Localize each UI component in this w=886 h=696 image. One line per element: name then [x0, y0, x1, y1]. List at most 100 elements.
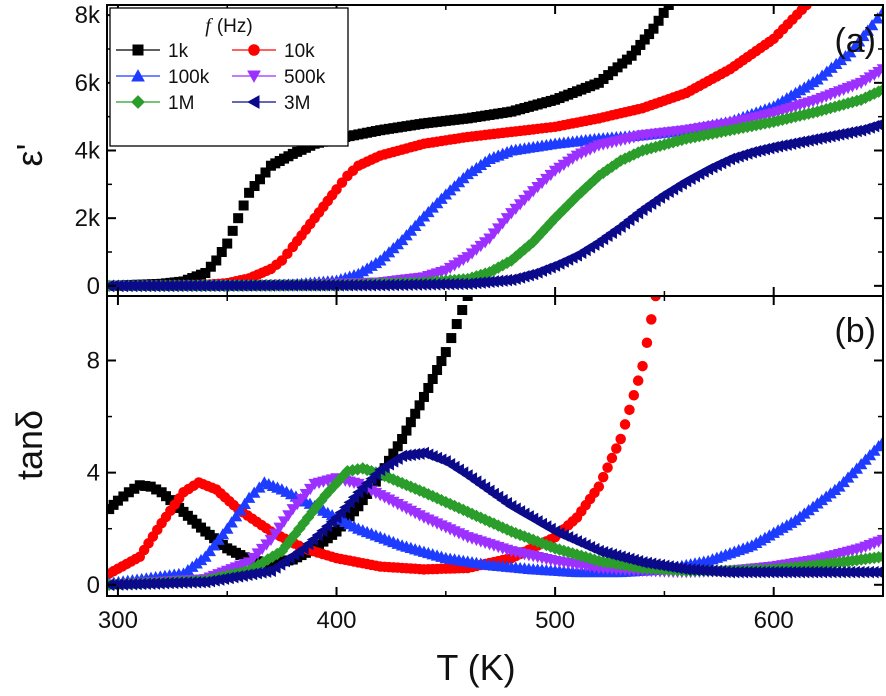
- data-point: [876, 568, 883, 576]
- data-point: [208, 574, 220, 587]
- data-point: [457, 305, 468, 316]
- data-point: [222, 571, 234, 585]
- data-point: [255, 566, 267, 579]
- data-point: [793, 135, 805, 149]
- legend-title-unit: (Hz): [217, 16, 253, 37]
- data-point: [865, 19, 879, 31]
- y-tick-label: 6k: [75, 70, 101, 97]
- data-point: [446, 333, 457, 344]
- data-point: [611, 443, 622, 454]
- panel-b-ylabel: tanδ: [9, 410, 50, 480]
- data-point: [876, 119, 883, 127]
- data-point: [675, 562, 687, 575]
- data-point: [249, 181, 260, 192]
- data-point: [811, 132, 823, 145]
- series-10k: [107, 5, 812, 292]
- legend-entry: 100k: [116, 67, 210, 88]
- data-point: [876, 550, 883, 563]
- y-tick-label: 0: [87, 572, 100, 599]
- data-point: [767, 140, 779, 154]
- data-point: [222, 238, 233, 249]
- data-point: [260, 167, 271, 178]
- data-point: [229, 510, 243, 522]
- data-point: [789, 136, 801, 150]
- data-point: [802, 134, 814, 147]
- data-point: [784, 137, 797, 150]
- y-tick-label: 8: [87, 347, 100, 374]
- data-point: [200, 267, 211, 278]
- data-point: [405, 417, 416, 428]
- data-point: [238, 200, 249, 211]
- data-point: [423, 382, 434, 393]
- data-point: [619, 419, 631, 430]
- panel-a-data: [107, 5, 883, 293]
- legend-marker: [248, 44, 260, 56]
- data-point: [301, 511, 315, 524]
- x-tick-label: 500: [535, 607, 575, 634]
- x-tick-label: 600: [754, 607, 794, 634]
- data-point: [233, 213, 244, 224]
- data-point: [436, 356, 447, 367]
- panel-b-data: [107, 296, 883, 592]
- panel-b-frame: [106, 295, 884, 597]
- data-point: [217, 572, 230, 586]
- data-point: [401, 425, 412, 436]
- data-point: [597, 471, 609, 483]
- data-point: [134, 480, 145, 491]
- data-point: [658, 559, 670, 573]
- data-point: [451, 319, 462, 330]
- legend-label: 100k: [168, 67, 210, 88]
- y-tick-label: 4: [87, 460, 100, 487]
- data-point: [798, 134, 810, 148]
- x-axis-title: T (K): [436, 647, 515, 688]
- data-point: [640, 556, 652, 570]
- data-point: [357, 495, 368, 506]
- data-point: [806, 133, 819, 146]
- data-point: [250, 566, 262, 580]
- data-point: [205, 261, 216, 272]
- legend-entry: 1M: [116, 93, 194, 114]
- legend: f (Hz) 1k 10k 100k 500k 1M 3M: [109, 7, 349, 147]
- legend-entry: 1k: [116, 41, 189, 62]
- data-point: [846, 125, 858, 139]
- x-tick-label: 400: [316, 607, 356, 634]
- panel-b-label: (b): [834, 312, 876, 350]
- data-point: [644, 29, 655, 40]
- data-point: [140, 480, 151, 491]
- data-point: [213, 573, 225, 586]
- legend-entry: 3M: [232, 93, 310, 114]
- data-point: [819, 130, 832, 144]
- legend-label: 1M: [168, 93, 194, 114]
- data-point: [216, 247, 227, 258]
- legend-title-symbol: f: [205, 15, 213, 37]
- data-point: [648, 23, 659, 34]
- data-point: [639, 34, 650, 45]
- data-point: [203, 574, 216, 588]
- legend-label: 10k: [284, 41, 315, 62]
- legend-entry: 500k: [232, 67, 326, 88]
- data-point: [414, 400, 425, 411]
- data-point: [780, 138, 792, 151]
- data-point: [227, 570, 239, 584]
- legend-entry: 10k: [232, 41, 315, 62]
- data-point: [410, 408, 421, 419]
- data-point: [624, 404, 635, 416]
- legend-title: f (Hz): [205, 15, 252, 37]
- data-point: [432, 365, 443, 376]
- data-point: [653, 15, 664, 26]
- data-point: [649, 558, 661, 571]
- data-point: [801, 5, 812, 11]
- data-point: [871, 12, 883, 24]
- data-point: [815, 131, 827, 145]
- data-point: [662, 560, 674, 573]
- legend-entries: 1k 10k 100k 500k 1M 3M: [116, 41, 326, 114]
- data-point: [331, 526, 342, 537]
- data-point: [244, 187, 255, 198]
- panel-a-label: (a): [834, 22, 876, 60]
- legend-label: 500k: [284, 67, 326, 88]
- data-point: [145, 481, 156, 492]
- data-point: [666, 561, 679, 574]
- data-point: [635, 39, 646, 50]
- data-point: [260, 565, 272, 578]
